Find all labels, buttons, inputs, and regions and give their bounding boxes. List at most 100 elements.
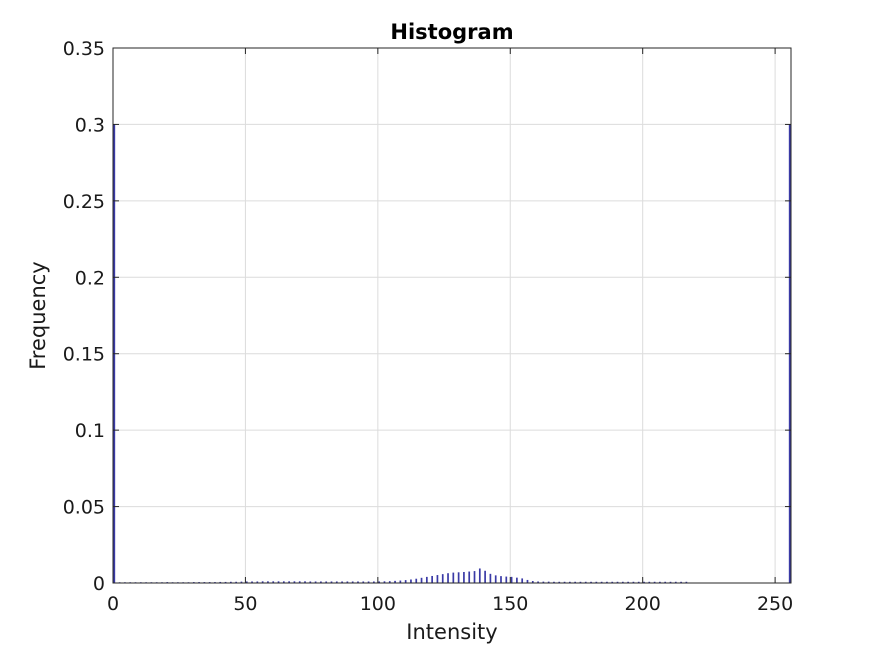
histogram-bar [235,581,238,583]
histogram-bar [346,581,349,583]
histogram-bar [468,571,471,583]
histogram-bar [600,581,603,583]
histogram-bar [547,581,550,583]
histogram-bar [277,581,280,583]
histogram-bar [595,581,598,583]
histogram-bar [505,576,508,583]
histogram-bar [362,581,365,583]
histogram-bar [510,576,513,583]
histogram-bar [616,581,619,583]
histogram-bar [584,581,587,583]
y-tick-label: 0 [93,573,105,595]
histogram-bar [367,581,370,583]
histogram-bar [378,581,381,583]
histogram-bar [245,581,248,583]
histogram-bar [314,581,317,583]
histogram-bar [478,568,481,583]
histogram-bar [611,581,614,583]
y-axis-label: Frequency [26,261,50,370]
histogram-bar [606,581,608,583]
histogram-bar [659,581,661,583]
y-tick-label: 0.25 [63,191,105,213]
histogram-bar [420,577,423,583]
grid-lines [113,48,791,583]
histogram-bar [674,581,677,583]
histogram-bar [542,581,545,583]
y-tick-label: 0.3 [75,114,105,136]
x-tick-label: 250 [757,593,793,615]
y-tick-label: 0.35 [63,38,105,60]
histogram-bar [288,581,290,583]
histogram-bar [251,581,253,583]
histogram-bar [425,576,428,583]
x-axis-label: Intensity [406,620,497,644]
histogram-bar [388,581,391,583]
histogram-bar [484,570,486,583]
histogram-bar [653,581,656,583]
x-tick-label: 200 [625,593,661,615]
histogram-bar [463,571,465,583]
y-tick-labels: 0 0.05 0.1 0.15 0.2 0.25 0.3 0.35 [63,38,105,595]
histogram-bar [558,581,561,583]
histogram-bar [441,574,444,583]
histogram-bar [526,579,529,583]
histogram-bar [643,581,645,583]
histogram-bar [531,581,534,583]
y-tick-label: 0.05 [63,497,105,519]
histogram-bar [537,581,539,583]
histogram-bar [489,573,492,583]
histogram-bar [590,581,592,583]
x-tick-label: 100 [360,593,396,615]
tick-marks [112,47,791,584]
histogram-bar [574,581,577,583]
histogram-bar [415,578,418,583]
chart-title: Histogram [390,20,513,44]
histogram-bar [431,575,433,583]
histogram-bar [627,581,629,583]
histogram-bar [447,573,449,583]
histogram-bar [335,581,338,583]
histogram-bar [632,581,635,583]
histogram-bar [494,575,497,583]
histogram-bar [272,581,275,583]
histogram-bar [399,580,402,583]
histogram-bar [267,581,269,583]
histogram-bar [256,581,259,583]
histogram-bar [383,581,386,583]
plot-area [113,48,791,583]
histogram-bar [637,581,640,583]
histogram-bar [341,581,343,583]
histogram-bar [563,581,566,583]
histogram-bar [648,581,651,583]
histogram-bar [330,581,333,583]
histogram-bar [553,581,555,583]
histogram-bar [304,581,306,583]
histogram-bar [320,581,322,583]
histogram-bar [457,572,460,583]
histogram-bar [357,581,359,583]
histogram-bar [394,580,396,583]
histogram-bar [230,581,232,583]
axes-frame [112,47,792,584]
histogram-bar [669,581,672,583]
histogram-bar [473,571,476,583]
histogram-bar [680,581,682,583]
histogram-bar [579,581,582,583]
histogram-bar [685,581,688,583]
histogram-bar [261,581,264,583]
histogram-bar [351,581,354,583]
histogram-bar [293,581,296,583]
histogram-bar [240,581,243,583]
histogram-bar [664,581,667,583]
x-tick-label: 0 [107,593,119,615]
histogram-bar [219,581,222,583]
histogram-bar [436,575,439,583]
histogram-bar [298,581,301,583]
histogram-bar [373,581,375,583]
histogram-bar [521,578,524,583]
y-tick-label: 0.15 [63,344,105,366]
histogram-bar [410,579,412,583]
histogram-bar [282,581,285,583]
